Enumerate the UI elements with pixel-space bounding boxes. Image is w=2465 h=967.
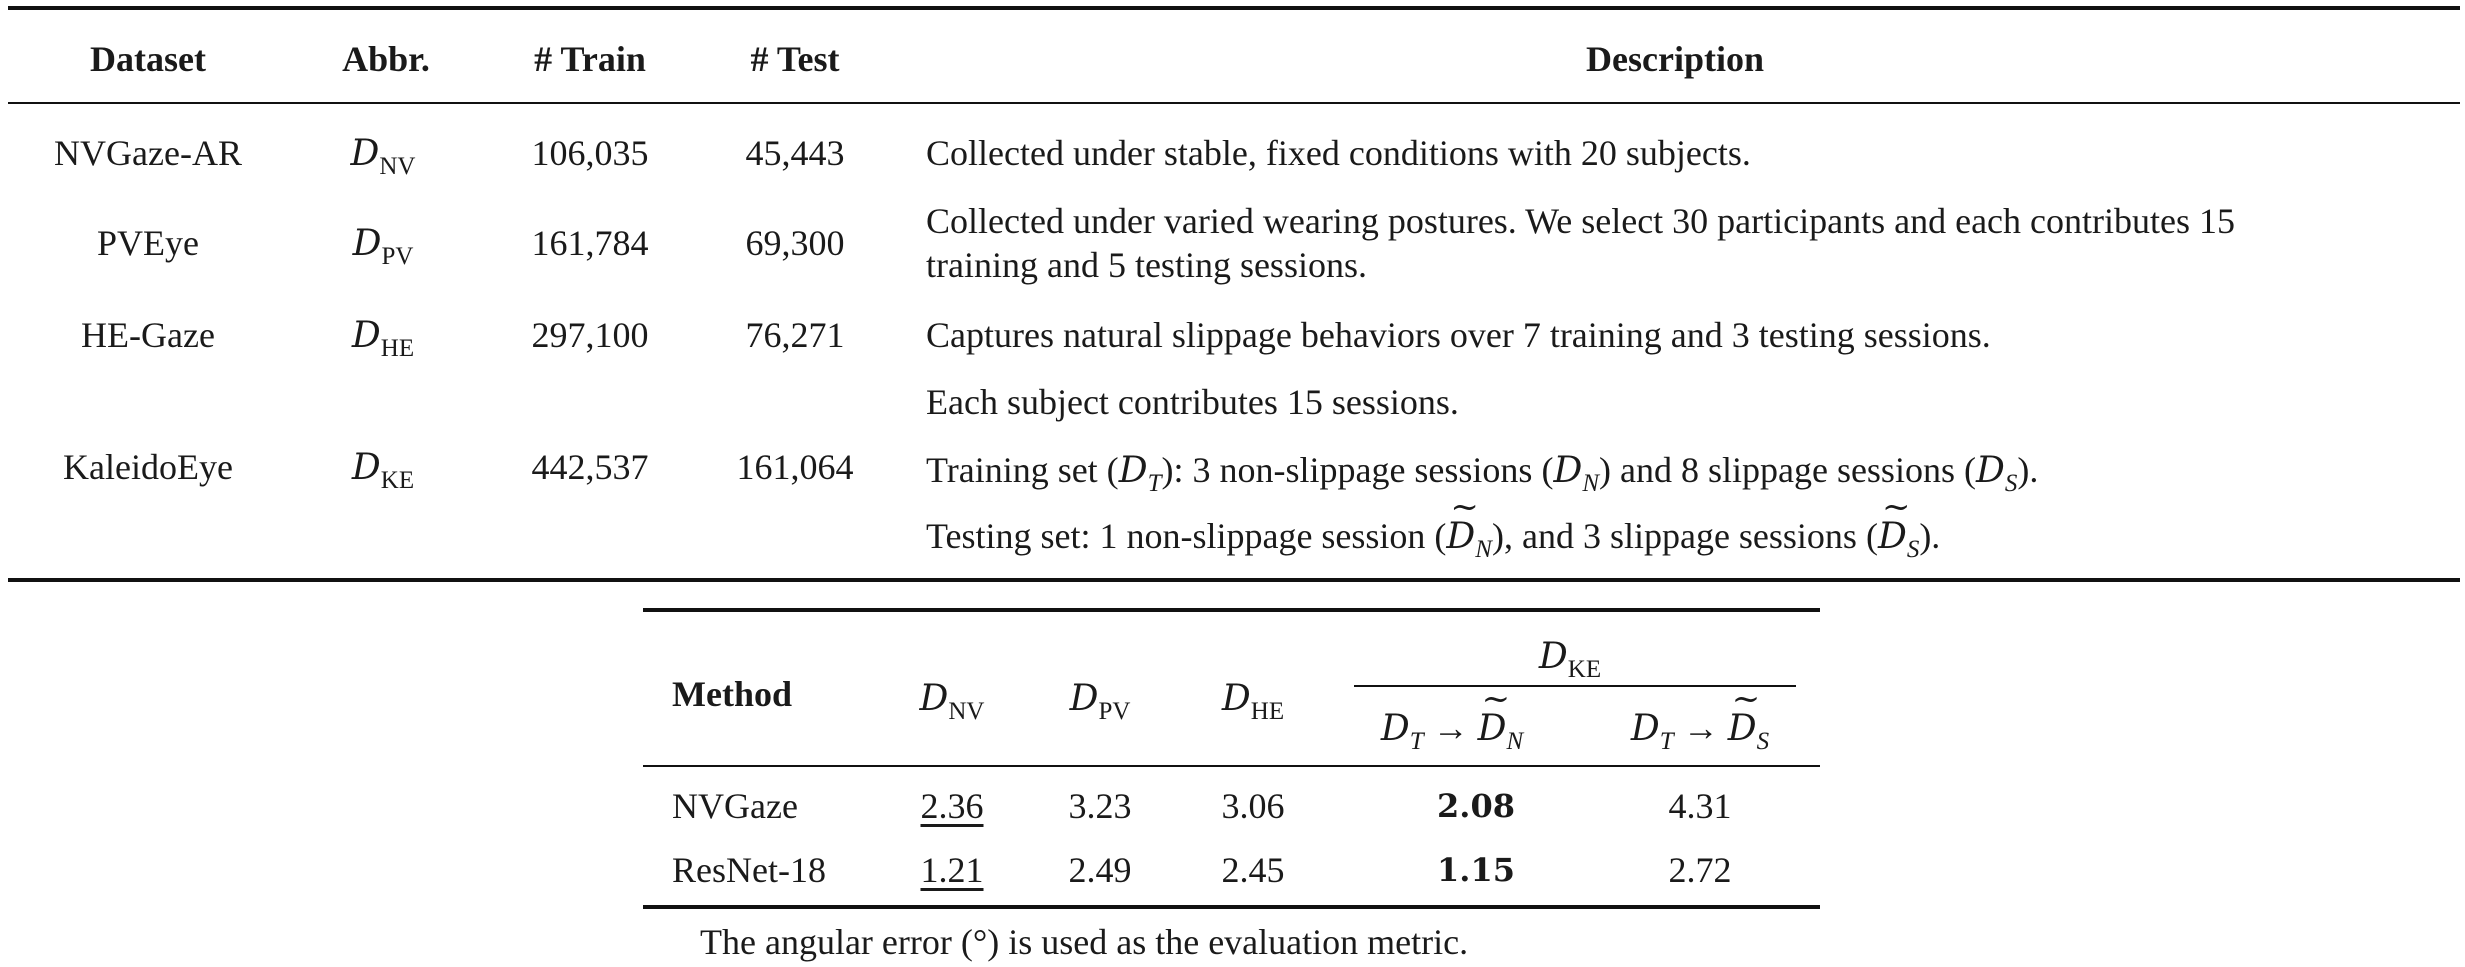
- t2-ke-group-rule: [1354, 685, 1796, 687]
- t1-row4-description-line1: Each subject contributes 15 sessions.: [926, 382, 1459, 422]
- t2-row2-nv: 1.21: [920, 850, 984, 890]
- t2-header-nv: DNV: [919, 678, 985, 725]
- t2-row2-he: 2.45: [1221, 850, 1285, 890]
- t2-header-pv: DPV: [1069, 678, 1131, 725]
- t2-row1-s: 4.31: [1668, 786, 1732, 826]
- t1-row4-test: 161,064: [736, 447, 854, 487]
- t1-header-dataset: Dataset: [90, 39, 206, 79]
- t2-header-ke: DKE: [1538, 636, 1602, 683]
- t2-caption: The angular error (°) is used as the eva…: [700, 922, 1469, 962]
- t1-header-test: # Test: [750, 39, 840, 79]
- t1-row3-train: 297,100: [531, 315, 649, 355]
- table1-bottom-rule: [8, 578, 2460, 582]
- table1-mid-rule: [8, 102, 2460, 104]
- t1-row2-abbr: DPV: [352, 223, 414, 270]
- table2-top-rule: [643, 608, 1820, 612]
- t1-row2-description-line1: Collected under varied wearing postures.…: [926, 201, 2235, 241]
- t2-header-dt-to-ds: DT → DS: [1631, 677, 1769, 755]
- t2-row1-n: 2.08: [1437, 787, 1515, 825]
- t2-row1-pv: 3.23: [1068, 786, 1132, 826]
- t1-row4-description-line3: Testing set: 1 non-slippage session (DN)…: [926, 485, 1940, 563]
- t1-row3-test: 76,271: [745, 315, 845, 355]
- table1-top-rule: [8, 6, 2460, 10]
- t2-header-he: DHE: [1221, 678, 1285, 725]
- t1-row3-dataset: HE-Gaze: [81, 315, 215, 355]
- table2-bottom-rule: [643, 905, 1820, 909]
- t1-row1-abbr: DNV: [350, 133, 416, 180]
- t1-row1-train: 106,035: [531, 133, 649, 173]
- t2-row2-n: 1.15: [1437, 851, 1515, 889]
- t2-row2-method: ResNet-18: [672, 850, 826, 890]
- t1-row2-dataset: PVEye: [97, 223, 199, 263]
- t1-header-description: Description: [1586, 39, 1764, 79]
- t2-row2-s: 2.72: [1668, 850, 1732, 890]
- table2-mid-rule: [643, 765, 1820, 767]
- t1-row4-train: 442,537: [531, 447, 649, 487]
- t2-header-dt-to-dn: DT → DN: [1381, 677, 1523, 755]
- t1-row1-dataset: NVGaze-AR: [54, 133, 242, 173]
- t1-header-abbr: Abbr.: [342, 39, 430, 79]
- t1-row1-description: Collected under stable, fixed conditions…: [926, 133, 1751, 173]
- t2-row1-he: 3.06: [1221, 786, 1285, 826]
- t1-row1-test: 45,443: [745, 133, 845, 173]
- t1-row4-dataset: KaleidoEye: [63, 447, 233, 487]
- t2-header-method: Method: [672, 674, 792, 714]
- t1-row4-description-line2: Training set (DT): 3 non-slippage sessio…: [926, 450, 2039, 497]
- t1-row2-description-line2: training and 5 testing sessions.: [926, 245, 1367, 285]
- t1-header-train: # Train: [534, 39, 646, 79]
- t2-row2-pv: 2.49: [1068, 850, 1132, 890]
- t2-row1-method: NVGaze: [672, 786, 798, 826]
- t1-row2-test: 69,300: [745, 223, 845, 263]
- t1-row4-abbr: DKE: [351, 447, 415, 494]
- t2-row1-nv: 2.36: [920, 786, 984, 826]
- t1-row3-abbr: DHE: [351, 315, 415, 362]
- t1-row3-description: Captures natural slippage behaviors over…: [926, 315, 1991, 355]
- t1-row2-train: 161,784: [531, 223, 649, 263]
